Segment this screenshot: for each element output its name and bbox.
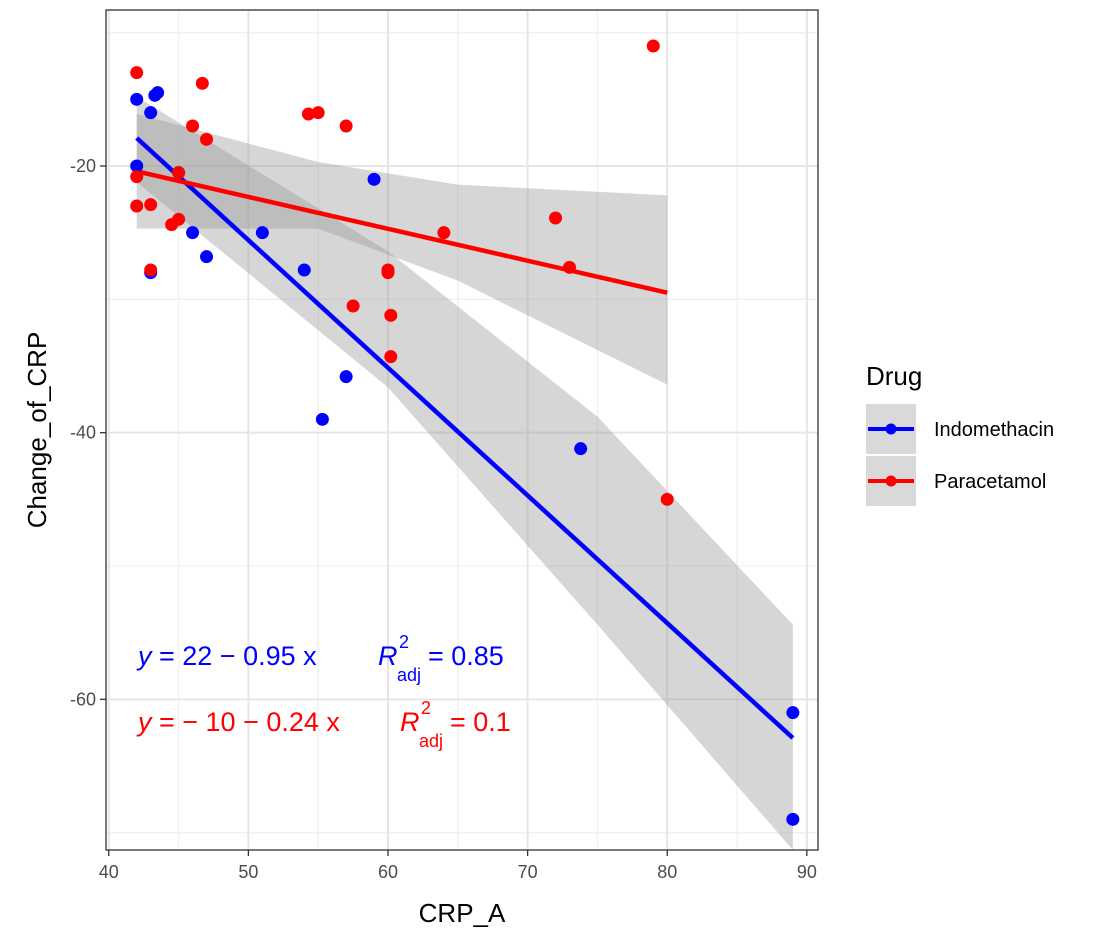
- data-point-paracetamol: [384, 350, 398, 364]
- data-point-indomethacin: [297, 263, 311, 277]
- data-point-paracetamol: [384, 308, 398, 322]
- data-point-paracetamol: [381, 266, 395, 280]
- legend-dot-indomethacin: [885, 423, 897, 435]
- data-point-paracetamol: [646, 39, 660, 53]
- confidence-band-paracetamol: [136, 114, 668, 385]
- data-point-indomethacin: [315, 412, 329, 426]
- legend-item-indomethacin: Indomethacin: [866, 404, 1054, 454]
- data-point-paracetamol: [130, 170, 144, 184]
- major-gridlines: [106, 10, 818, 850]
- data-point-paracetamol: [346, 299, 360, 313]
- legend-dot-paracetamol: [885, 475, 897, 487]
- data-point-paracetamol: [311, 106, 325, 120]
- x-tick-label: 70: [518, 862, 538, 882]
- data-point-paracetamol: [130, 199, 144, 213]
- data-points: [130, 39, 800, 826]
- data-point-paracetamol: [130, 66, 144, 80]
- regression-line-indomethacin: [135, 136, 795, 740]
- y-axis-title: Change_of_CRP: [22, 332, 52, 529]
- data-point-indomethacin: [151, 86, 165, 100]
- x-tick-label: 40: [99, 862, 119, 882]
- regression-lines: [135, 136, 795, 740]
- data-point-paracetamol: [172, 166, 186, 180]
- y-tick-label: -60: [70, 689, 96, 709]
- legend-label-indomethacin: Indomethacin: [934, 419, 1054, 441]
- y-tick-label: -20: [70, 156, 96, 176]
- data-point-paracetamol: [186, 119, 200, 133]
- equation-indomethacin: y = 22 − 0.95 x: [136, 641, 317, 671]
- data-point-paracetamol: [195, 76, 209, 90]
- r2-indomethacin: R: [378, 641, 398, 671]
- regression-line-paracetamol: [136, 169, 668, 295]
- data-point-paracetamol: [172, 212, 186, 226]
- r2-sup-paracetamol: 2: [421, 698, 431, 718]
- legend-label-paracetamol: Paracetamol: [934, 471, 1046, 493]
- y-tick-label: -40: [70, 423, 96, 443]
- data-point-paracetamol: [200, 132, 214, 146]
- x-tick-label: 60: [378, 862, 398, 882]
- data-point-paracetamol: [549, 211, 563, 225]
- data-point-paracetamol: [562, 260, 576, 274]
- x-axis-title: CRP_A: [419, 898, 506, 928]
- x-tick-label: 90: [797, 862, 817, 882]
- data-point-indomethacin: [786, 706, 800, 720]
- data-point-indomethacin: [339, 370, 353, 384]
- x-tick-label: 50: [238, 862, 258, 882]
- x-axis-ticks: 40 50 60 70 80 90: [99, 850, 817, 882]
- data-point-indomethacin: [574, 442, 588, 456]
- data-point-paracetamol: [660, 492, 674, 506]
- y-axis-ticks: -20 -40 -60: [70, 156, 106, 709]
- r2-paracetamol: R: [400, 707, 420, 737]
- legend: Drug Indomethacin Paracetamol: [866, 361, 1054, 506]
- plot-panel: [106, 10, 818, 850]
- data-point-indomethacin: [186, 226, 200, 240]
- r2-value-indomethacin: = 0.85: [428, 641, 504, 671]
- r2-value-paracetamol: = 0.1: [450, 707, 511, 737]
- r2-sub-indomethacin: adj: [397, 665, 421, 685]
- data-point-indomethacin: [200, 250, 214, 264]
- data-point-paracetamol: [301, 107, 315, 121]
- regression-equations: y = 22 − 0.95 x R 2 adj = 0.85 y = − 10 …: [136, 632, 511, 751]
- data-point-indomethacin: [367, 172, 381, 186]
- data-point-indomethacin: [786, 812, 800, 826]
- data-point-indomethacin: [255, 226, 269, 240]
- data-point-paracetamol: [339, 119, 353, 133]
- data-point-paracetamol: [144, 198, 158, 212]
- legend-title: Drug: [866, 361, 922, 391]
- data-point-indomethacin: [130, 92, 144, 106]
- r2-sup-indomethacin: 2: [399, 632, 409, 652]
- data-point-indomethacin: [144, 106, 158, 120]
- x-tick-label: 80: [657, 862, 677, 882]
- data-point-indomethacin: [130, 159, 144, 173]
- data-point-paracetamol: [144, 263, 158, 277]
- plot-border: [105, 9, 819, 851]
- legend-item-paracetamol: Paracetamol: [866, 456, 1046, 506]
- r2-sub-paracetamol: adj: [419, 731, 443, 751]
- data-point-paracetamol: [437, 226, 451, 240]
- equation-paracetamol: y = − 10 − 0.24 x: [136, 707, 340, 737]
